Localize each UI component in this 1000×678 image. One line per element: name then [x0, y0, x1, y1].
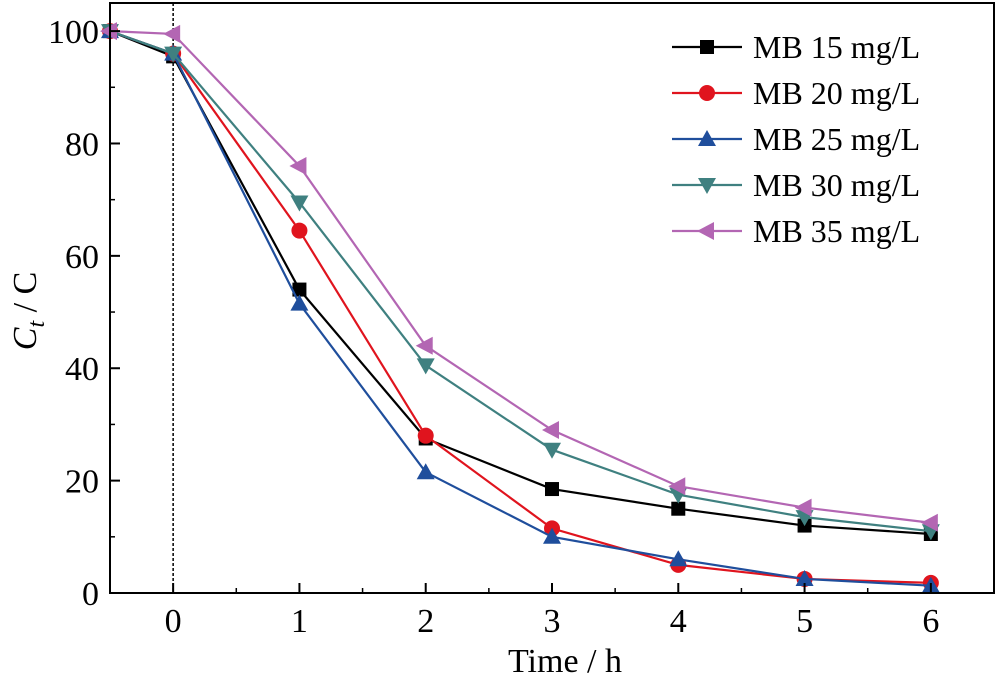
series-line-4 — [109, 30, 931, 533]
x-axis-title: Time / h — [508, 643, 622, 678]
series-2-point — [291, 222, 308, 239]
x-tick-label: 1 — [291, 603, 308, 640]
legend-marker-2 — [699, 85, 715, 101]
series-3-point — [543, 527, 561, 544]
x-tick-label: 2 — [417, 603, 434, 640]
series-1-point — [671, 501, 686, 516]
y-tick-label: 40 — [65, 351, 99, 388]
series-4-point — [290, 195, 309, 212]
series-5-point — [289, 156, 307, 175]
legend-label-1: MB 15 mg/L — [753, 29, 920, 65]
series-1-point — [545, 482, 559, 497]
series-1-point — [292, 282, 307, 297]
legend-label-2: MB 20 mg/L — [753, 75, 920, 111]
series-3-point — [795, 569, 814, 586]
series-4-point — [164, 46, 183, 63]
legend-marker-4 — [698, 178, 716, 194]
series-2-point — [417, 427, 434, 444]
series-3-point — [416, 463, 435, 480]
series-5-point — [920, 513, 938, 532]
y-tick-label: 0 — [82, 576, 99, 613]
series-3-point — [290, 294, 309, 311]
plot-area — [100, 3, 940, 593]
series-5-point — [415, 336, 433, 355]
x-tick-label: 3 — [544, 603, 561, 640]
y-tick-label: 100 — [48, 14, 99, 51]
series-5-point — [668, 477, 686, 496]
legend-label-3: MB 25 mg/L — [753, 121, 920, 157]
series-line-5 — [109, 29, 931, 524]
y-tick-label: 20 — [65, 464, 99, 501]
y-axis-title-tail: / C — [7, 272, 44, 321]
series-5-point — [794, 498, 812, 517]
series-4-point — [543, 442, 561, 459]
series-3-point — [669, 550, 688, 567]
y-tick-label: 60 — [65, 239, 99, 276]
legend-label-5: MB 35 mg/L — [753, 213, 920, 249]
series-4-point — [416, 358, 435, 375]
legend-marker-3 — [698, 130, 716, 146]
legend: MB 15 mg/L MB 20 mg/L MB 25 mg/L MB 30 mg/L… — [672, 29, 920, 249]
series-line-2 — [109, 30, 931, 584]
series-5-point — [542, 421, 559, 440]
x-tick-label: 6 — [922, 603, 939, 640]
x-tick-label: 0 — [165, 603, 182, 640]
legend-marker-5 — [697, 222, 714, 240]
x-tick-label: 4 — [670, 603, 687, 640]
legend-label-4: MB 30 mg/L — [753, 167, 920, 203]
series-line-3 — [109, 30, 931, 587]
x-tick-label: 5 — [796, 603, 813, 640]
y-axis-title: Ct / C — [7, 272, 50, 350]
series-5-point — [163, 24, 181, 43]
series-5-point — [100, 22, 117, 41]
legend-marker-1 — [700, 40, 714, 54]
y-tick-label: 80 — [65, 126, 99, 163]
